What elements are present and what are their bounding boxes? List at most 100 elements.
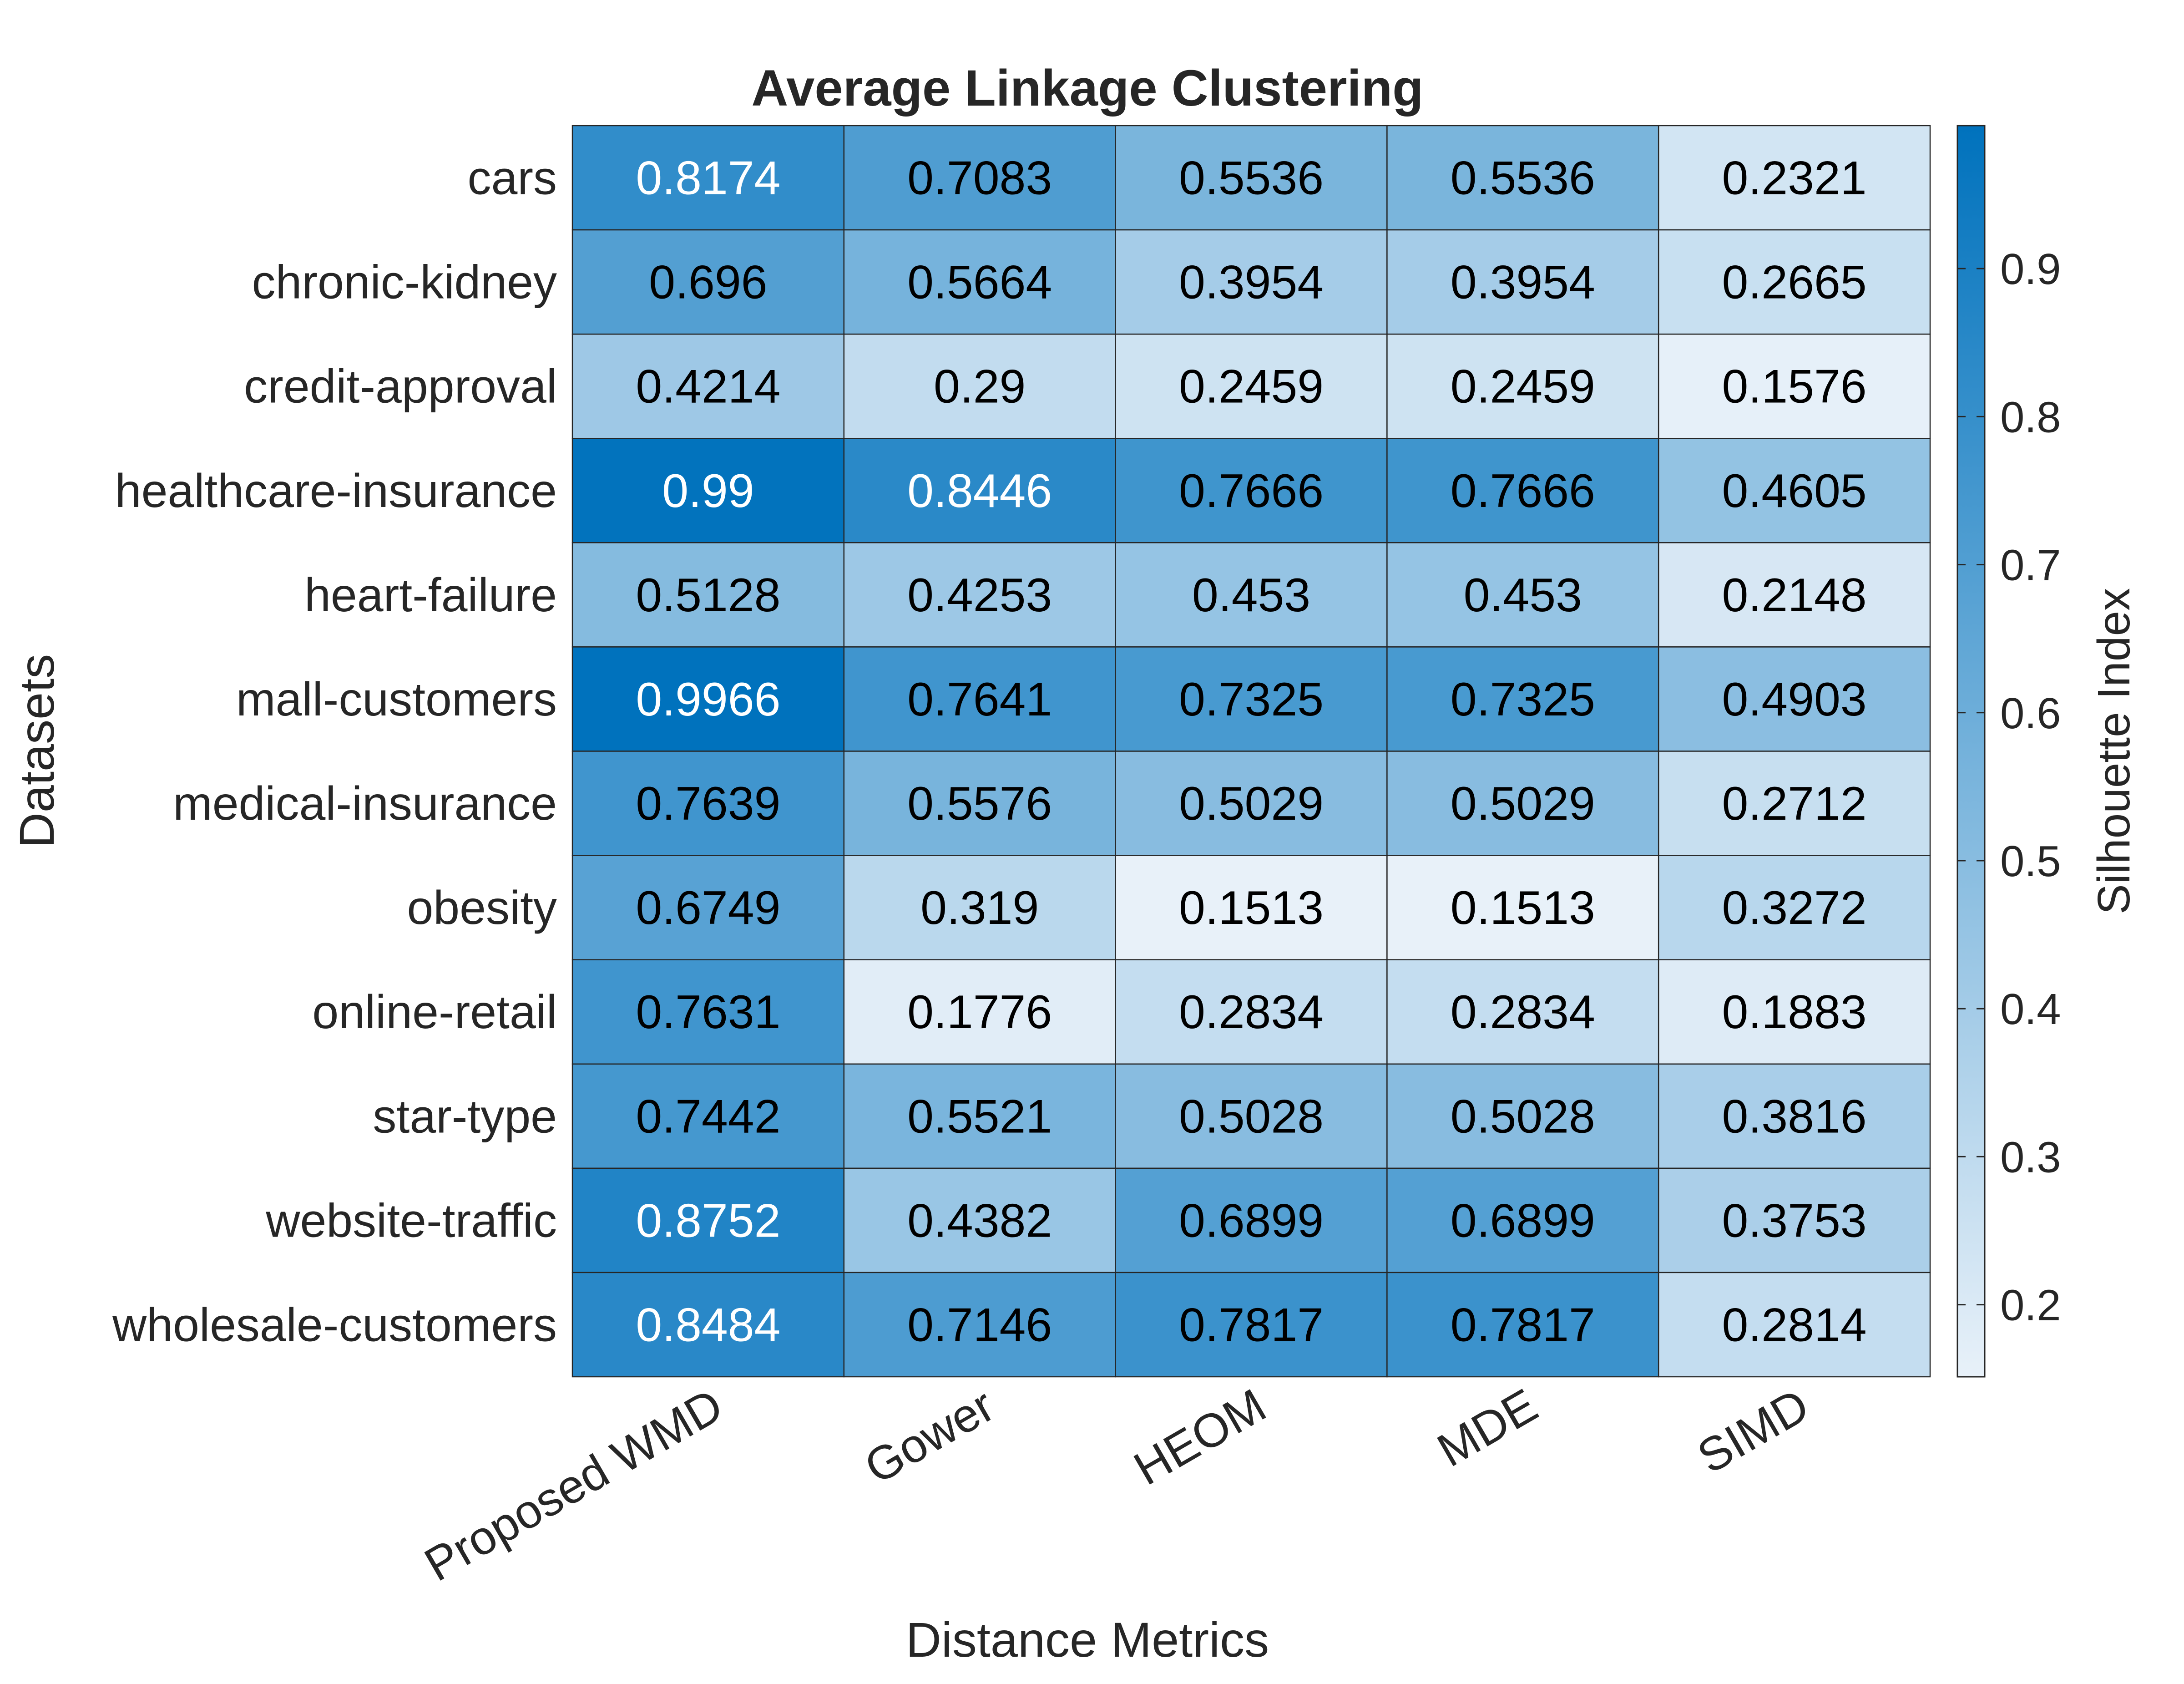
heatmap-cell xyxy=(1386,1272,1659,1378)
heatmap-cell xyxy=(1115,1272,1388,1378)
y-tick-label: healthcare-insurance xyxy=(115,465,557,517)
heatmap-cell xyxy=(1658,542,1931,648)
cell-value-label: 0.4903 xyxy=(1722,673,1867,726)
heatmap-cell xyxy=(1658,646,1931,752)
y-tick-label: credit-approval xyxy=(244,360,557,413)
chart-title: Average Linkage Clustering xyxy=(751,60,1423,117)
heatmap-cell xyxy=(1658,855,1931,960)
heatmap-cells: 0.8174 0.7083 0.5536 0.5536 0.2321 0.696 0.566… xyxy=(571,125,1931,1378)
cell-value-label: 0.3753 xyxy=(1722,1194,1867,1247)
x-tick-label: Gower xyxy=(856,1379,1003,1494)
heatmap-cell xyxy=(571,542,845,648)
cell-value-label: 0.1776 xyxy=(907,986,1052,1039)
y-tick-label: website-traffic xyxy=(265,1194,557,1247)
heatmap-cell xyxy=(571,1063,845,1169)
colorbar-tick-label: 0.6 xyxy=(2000,689,2061,738)
cell-value-label: 0.2712 xyxy=(1722,777,1867,830)
heatmap-cell xyxy=(1386,125,1659,231)
y-tick-label: medical-insurance xyxy=(173,777,557,830)
heatmap-cell xyxy=(843,646,1116,752)
colorbar-label: Silhouette Index xyxy=(2088,588,2139,914)
y-tick-label: mall-customers xyxy=(236,673,557,726)
cell-value-label: 0.2459 xyxy=(1451,360,1595,413)
heatmap-cell xyxy=(843,959,1116,1065)
y-tick-label: online-retail xyxy=(312,986,557,1039)
y-tick-label: cars xyxy=(468,152,557,205)
cell-value-label: 0.3954 xyxy=(1179,256,1324,309)
y-tick-labels: cars chronic-kidney credit-approval healthc… xyxy=(112,152,557,1352)
heatmap-cell xyxy=(843,1063,1116,1169)
heatmap-cell xyxy=(1658,1167,1931,1273)
cell-value-label: 0.5029 xyxy=(1451,777,1595,830)
heatmap-cell xyxy=(1115,125,1388,231)
cell-value-label: 0.7146 xyxy=(907,1299,1052,1351)
heatmap-cell xyxy=(1115,333,1388,439)
cell-value-label: 0.319 xyxy=(920,882,1039,934)
heatmap-cell xyxy=(843,438,1116,543)
heatmap-cell xyxy=(1658,229,1931,335)
cell-value-label: 0.5521 xyxy=(907,1090,1052,1143)
cell-value-label: 0.9966 xyxy=(636,673,780,726)
colorbar-tick-label: 0.7 xyxy=(2000,541,2061,590)
heatmap-cell xyxy=(1386,333,1659,439)
heatmap-cell xyxy=(1115,229,1388,335)
heatmap-cell xyxy=(1658,1272,1931,1378)
cell-value-label: 0.4605 xyxy=(1722,465,1867,517)
heatmap-cell xyxy=(843,542,1116,648)
cell-value-label: 0.4214 xyxy=(636,360,780,413)
cell-value-label: 0.696 xyxy=(649,256,767,309)
y-tick-label: heart-failure xyxy=(304,569,557,622)
heatmap-cell xyxy=(1658,333,1931,439)
cell-value-label: 0.3816 xyxy=(1722,1090,1867,1143)
colorbar-ticks: 0.2 0.3 0.4 0.5 0.6 0.7 0.8 0.9 xyxy=(1957,245,2061,1330)
heatmap-cell xyxy=(843,1272,1116,1378)
heatmap-cell xyxy=(1658,751,1931,856)
cell-value-label: 0.2834 xyxy=(1451,986,1595,1039)
cell-value-label: 0.2834 xyxy=(1179,986,1324,1039)
cell-value-label: 0.7083 xyxy=(907,152,1052,205)
cell-value-label: 0.6899 xyxy=(1451,1194,1595,1247)
cell-value-label: 0.1576 xyxy=(1722,360,1867,413)
heatmap-cell xyxy=(1115,646,1388,752)
cell-value-label: 0.6749 xyxy=(636,882,780,934)
cell-value-label: 0.5576 xyxy=(907,777,1052,830)
colorbar-tick-label: 0.5 xyxy=(2000,837,2061,886)
cell-value-label: 0.7641 xyxy=(907,673,1052,726)
y-axis-label: Datasets xyxy=(9,654,64,848)
cell-value-label: 0.8174 xyxy=(636,152,780,205)
cell-value-label: 0.7442 xyxy=(636,1090,780,1143)
cell-value-label: 0.8484 xyxy=(636,1299,780,1351)
colorbar-tick-label: 0.3 xyxy=(2000,1133,2061,1182)
cell-value-label: 0.5028 xyxy=(1179,1090,1324,1143)
colorbar: 0.2 0.3 0.4 0.5 0.6 0.7 0.8 0.9 Silhouette Inde… xyxy=(1956,125,2139,1378)
heatmap-cell xyxy=(1386,438,1659,543)
cell-value-label: 0.7817 xyxy=(1451,1299,1595,1351)
cell-value-label: 0.7817 xyxy=(1179,1299,1324,1351)
heatmap-cell xyxy=(1386,1063,1659,1169)
x-tick-label: MDE xyxy=(1429,1379,1546,1477)
x-tick-label: Proposed WMD xyxy=(416,1379,732,1591)
x-tick-labels: Proposed WMD Gower HEOM MDE SIMD xyxy=(416,1379,1818,1591)
colorbar-tick-label: 0.9 xyxy=(2000,245,2061,294)
heatmap-cell xyxy=(1658,959,1931,1065)
heatmap-cell xyxy=(571,1272,845,1378)
cell-value-label: 0.453 xyxy=(1192,569,1310,622)
cell-value-label: 0.5536 xyxy=(1179,152,1324,205)
cell-value-label: 0.8446 xyxy=(907,465,1052,517)
cell-value-label: 0.7666 xyxy=(1179,465,1324,517)
heatmap-cell xyxy=(1386,1167,1659,1273)
heatmap-cell xyxy=(1386,646,1659,752)
y-tick-label: wholesale-customers xyxy=(112,1299,557,1351)
cell-value-label: 0.2814 xyxy=(1722,1299,1867,1351)
cell-value-label: 0.2148 xyxy=(1722,569,1867,622)
heatmap-cell xyxy=(571,229,845,335)
cell-value-label: 0.29 xyxy=(934,360,1026,413)
colorbar-tick-label: 0.8 xyxy=(2000,393,2061,441)
colorbar-tick-label: 0.2 xyxy=(2000,1281,2061,1330)
y-tick-label: chronic-kidney xyxy=(252,256,557,309)
heatmap-cell xyxy=(1115,855,1388,960)
y-tick-label: obesity xyxy=(407,882,557,934)
cell-value-label: 0.3954 xyxy=(1451,256,1595,309)
cell-value-label: 0.7325 xyxy=(1451,673,1595,726)
